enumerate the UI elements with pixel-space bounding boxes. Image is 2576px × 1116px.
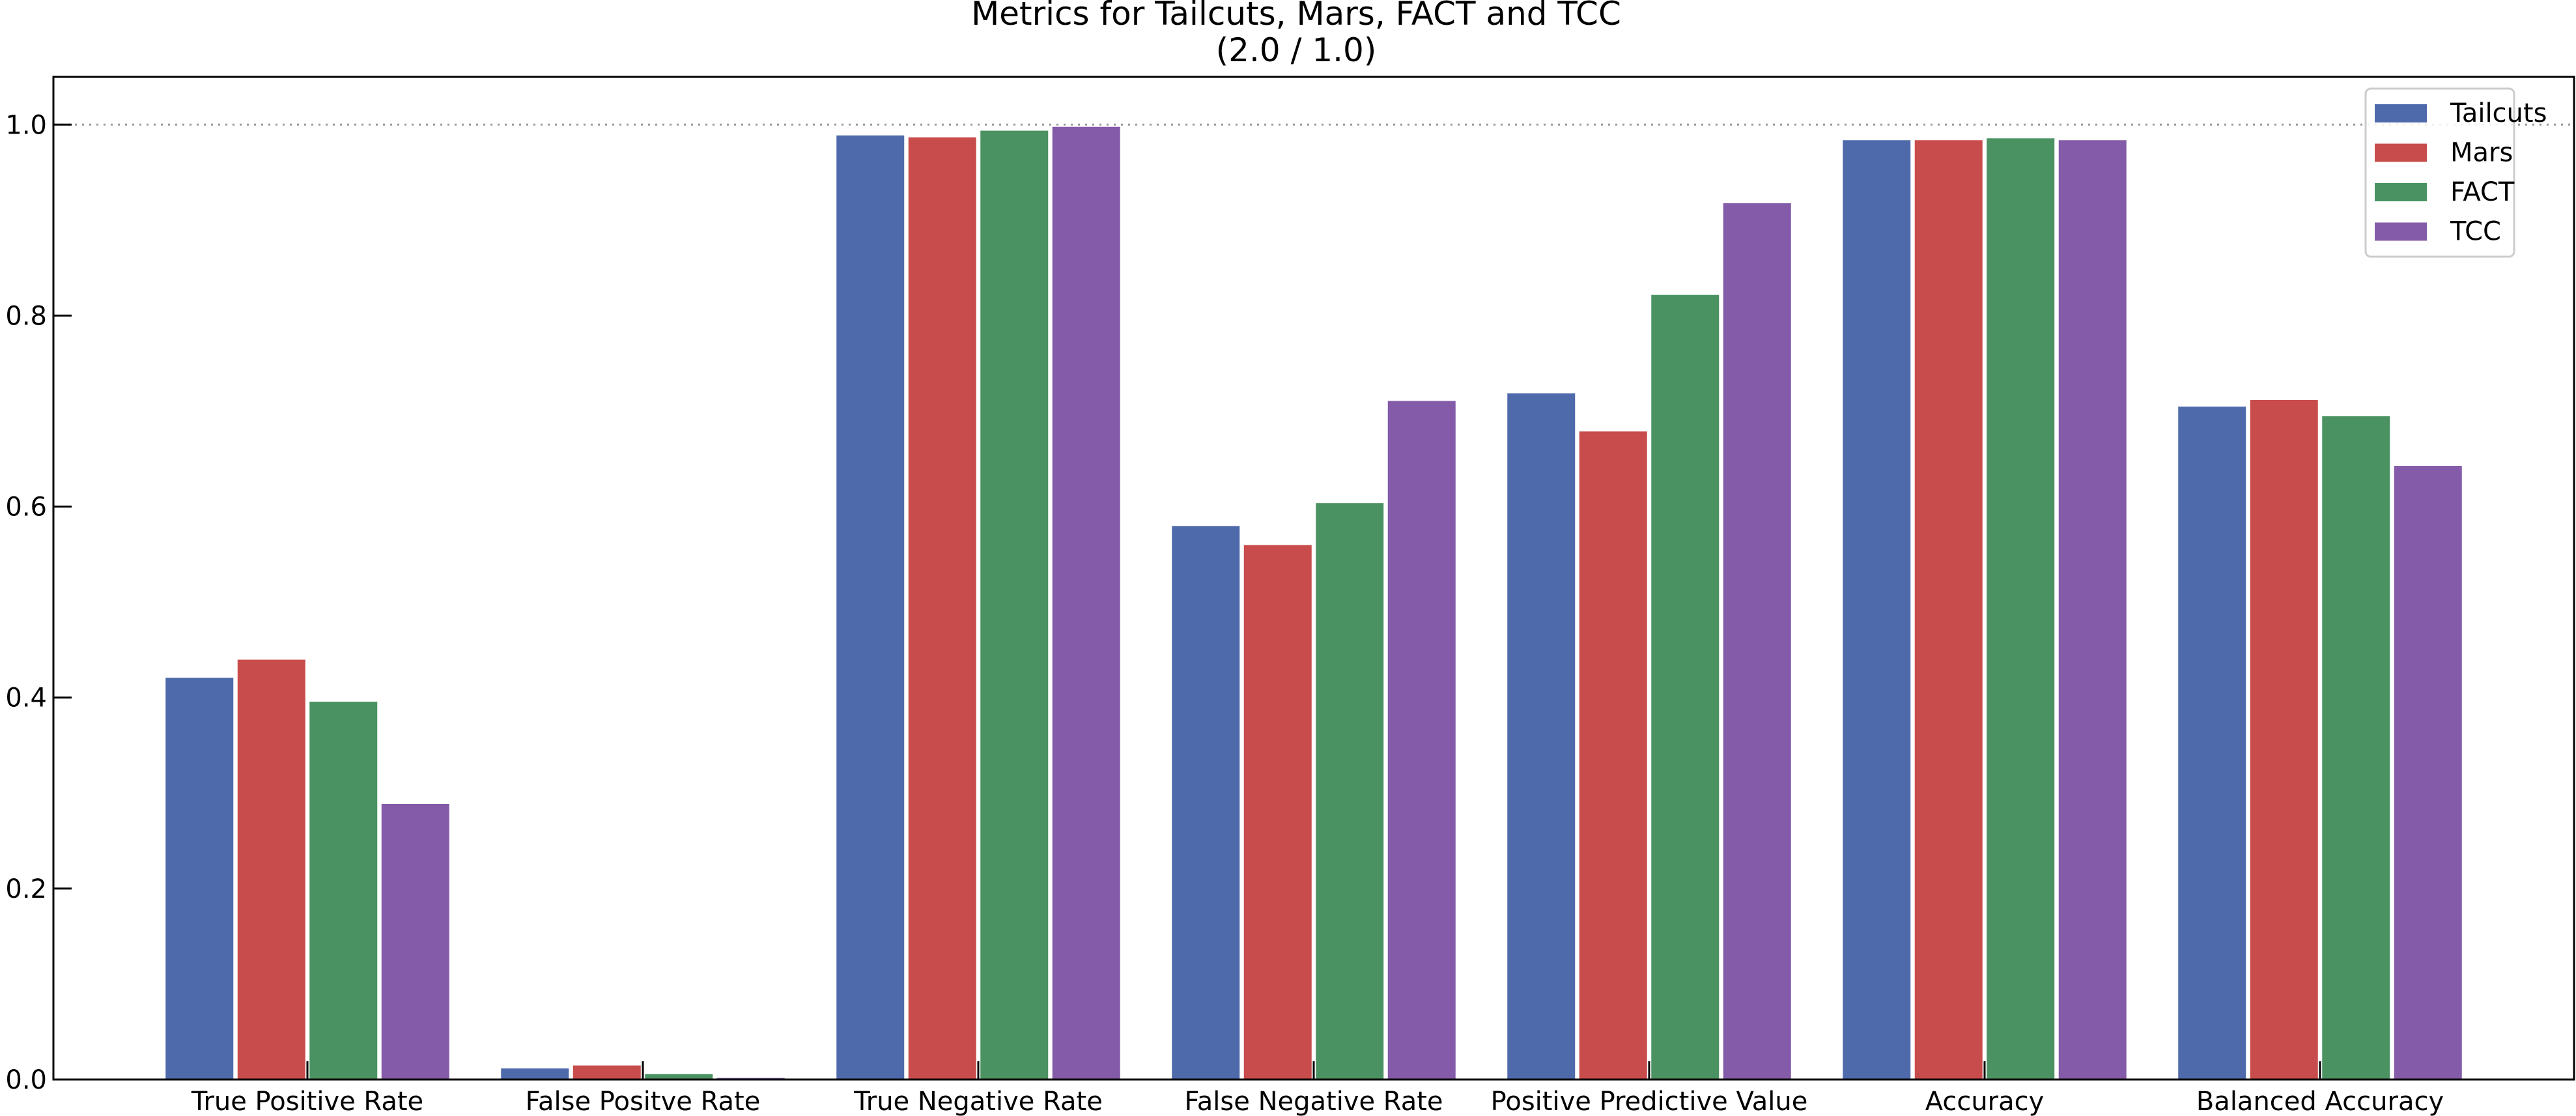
- bar-tailcuts-3: [836, 134, 905, 1080]
- bar-mars-4: [1243, 544, 1312, 1080]
- bars-layer: [165, 126, 2463, 1080]
- bar-tcc-7: [2393, 465, 2463, 1080]
- x-tick-label: Positive Predictive Value: [1491, 1087, 1808, 1116]
- bar-mars-5: [1578, 431, 1648, 1080]
- x-tick-label: False Positve Rate: [526, 1087, 761, 1116]
- legend-label-fact: FACT: [2450, 177, 2515, 207]
- bar-fact-4: [1315, 502, 1385, 1080]
- y-tick-label: 0.6: [5, 493, 47, 522]
- y-tick-label: 0.4: [5, 683, 47, 713]
- plot-frame: [52, 76, 2575, 1081]
- bar-tailcuts-6: [1842, 139, 1912, 1080]
- y-tick-label: 0.8: [5, 301, 47, 331]
- legend-swatch-tailcuts: [2375, 104, 2427, 122]
- legend-swatch-tcc: [2375, 222, 2427, 241]
- bar-tcc-6: [2058, 139, 2127, 1080]
- bar-tailcuts-7: [2177, 406, 2247, 1080]
- legend-label-tailcuts: Tailcuts: [2450, 98, 2547, 128]
- bar-fact-1: [309, 701, 378, 1080]
- legend: Tailcuts Mars FACT TCC: [2364, 87, 2547, 258]
- bar-tailcuts-5: [1507, 392, 1576, 1080]
- bar-tailcuts-4: [1171, 525, 1241, 1080]
- y-tick-label: 1.0: [5, 110, 47, 140]
- bar-fact-3: [980, 130, 1049, 1080]
- bar-tailcuts-1: [165, 677, 234, 1080]
- bar-tcc-4: [1387, 400, 1456, 1080]
- bar-fact-6: [1986, 137, 2056, 1080]
- x-tick-label: True Negative Rate: [853, 1087, 1103, 1116]
- ticks-layer: True Positive Rate False Positve Rate True…: [5, 110, 2444, 1116]
- bar-mars-2: [572, 1065, 642, 1080]
- y-tick-label: 0.2: [5, 874, 47, 904]
- x-tick-label: Accuracy: [1925, 1087, 2045, 1116]
- legend-label-mars: Mars: [2450, 138, 2513, 168]
- bar-mars-3: [907, 136, 977, 1080]
- chart-subtitle: (2.0 / 1.0): [1216, 31, 1377, 69]
- bar-mars-7: [2249, 399, 2319, 1080]
- legend-swatch-fact: [2375, 183, 2427, 201]
- bar-tcc-1: [380, 803, 450, 1080]
- x-tick-label: True Positive Rate: [191, 1087, 423, 1116]
- bar-mars-6: [1914, 139, 1983, 1080]
- bar-mars-1: [236, 659, 306, 1080]
- y-tick-label: 0.0: [5, 1065, 47, 1095]
- legend-swatch-mars: [2375, 143, 2427, 162]
- bar-fact-7: [2321, 415, 2391, 1080]
- x-tick-label: Balanced Accuracy: [2196, 1087, 2444, 1116]
- legend-box: [2364, 87, 2515, 258]
- bar-fact-5: [1650, 294, 1720, 1080]
- bar-tailcuts-2: [500, 1067, 570, 1080]
- x-tick-label: False Negative Rate: [1184, 1087, 1443, 1116]
- chart-title: Metrics for Tailcuts, Mars, FACT and TCC: [971, 0, 1621, 33]
- bar-tcc-5: [1722, 202, 1792, 1080]
- legend-label-tcc: TCC: [2450, 217, 2501, 247]
- bar-tcc-3: [1051, 126, 1121, 1080]
